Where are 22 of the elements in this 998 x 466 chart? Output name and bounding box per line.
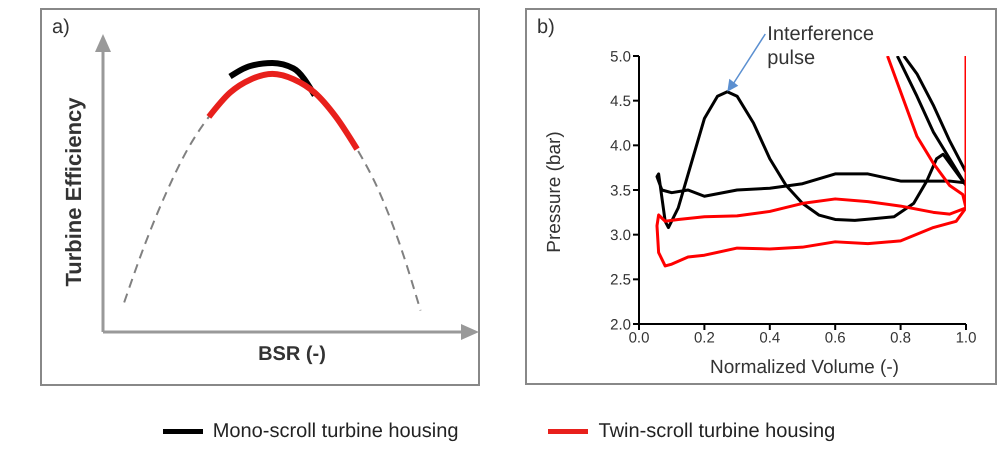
x-tick-label: 0.2 [694, 330, 715, 347]
y-axis-title: Turbine Efficiency [61, 96, 86, 289]
chart-title: a) [52, 16, 70, 39]
x-axis-title: BSR (-) [257, 343, 327, 366]
chart-title: b) [537, 16, 555, 39]
y-tick-label: 3.5 [610, 182, 631, 200]
y-tick-label: 2.5 [610, 272, 631, 289]
x-tick-label: 0.6 [824, 330, 846, 347]
y-tick-label: 4.0 [610, 138, 631, 155]
legend-label: Twin-scroll turbine housing [598, 420, 836, 443]
y-tick-label: 2.0 [610, 316, 631, 334]
legend-label: Mono-scroll turbine housing [212, 420, 458, 443]
y-tick-label: 3.0 [610, 226, 631, 244]
x-tick-label: 0.8 [890, 330, 912, 347]
y-axis-title: Pressure (bar) [543, 130, 566, 255]
annotation: Interference pulse [767, 22, 876, 70]
y-tick-label: 4.5 [610, 92, 631, 110]
x-axis-title: Normalized Volume (-) [709, 357, 900, 379]
x-tick-label: 0.4 [759, 330, 780, 347]
x-tick-label: 1.0 [956, 330, 976, 347]
y-tick-label: 5.0 [610, 48, 631, 66]
x-tick-label: 0.0 [628, 330, 650, 347]
